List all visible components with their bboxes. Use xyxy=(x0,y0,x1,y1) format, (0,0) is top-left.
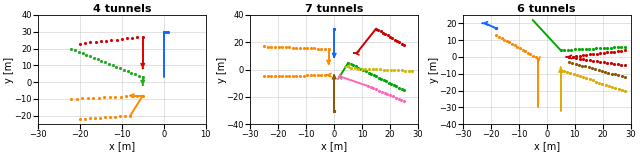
Y-axis label: y [m]: y [m] xyxy=(216,57,227,83)
X-axis label: x [m]: x [m] xyxy=(109,141,135,151)
Title: 6 tunnels: 6 tunnels xyxy=(517,4,576,14)
Y-axis label: y [m]: y [m] xyxy=(4,57,14,83)
X-axis label: x [m]: x [m] xyxy=(321,141,348,151)
X-axis label: x [m]: x [m] xyxy=(534,141,560,151)
Y-axis label: y [m]: y [m] xyxy=(429,57,439,83)
Title: 4 tunnels: 4 tunnels xyxy=(93,4,151,14)
Title: 7 tunnels: 7 tunnels xyxy=(305,4,364,14)
